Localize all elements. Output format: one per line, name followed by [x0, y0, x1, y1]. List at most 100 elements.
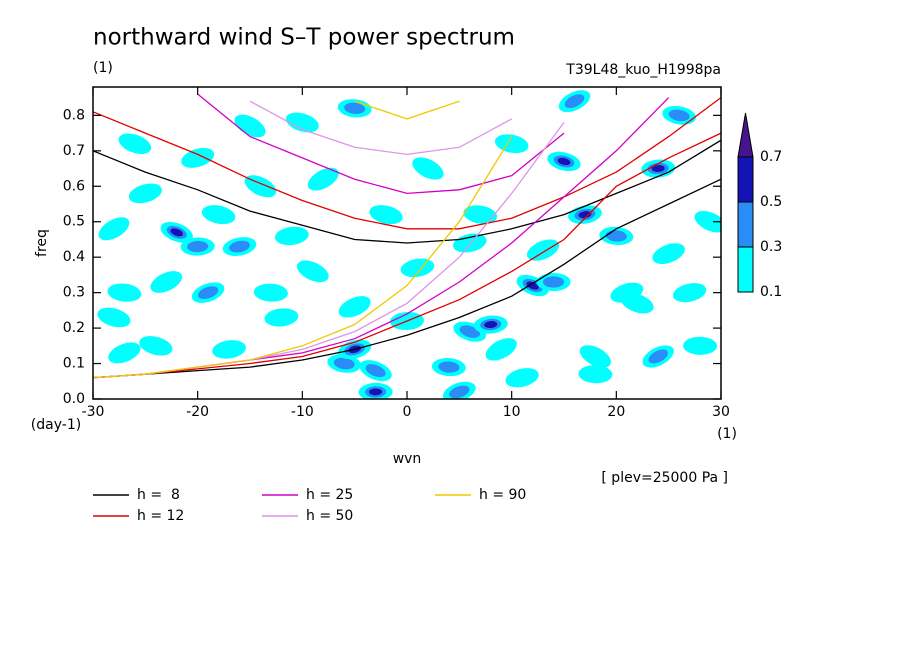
contour-patch: [369, 388, 383, 396]
contour-patch: [449, 385, 470, 399]
contour-patch: [338, 296, 371, 318]
colorbar-label: 0.1: [760, 284, 782, 300]
legend-label: h = 90: [479, 487, 526, 503]
y-tick-label: 0.2: [63, 320, 85, 336]
subtitle-left: (1): [93, 60, 113, 76]
contour-patch: [296, 260, 329, 283]
contour-patch: [484, 321, 498, 329]
contour-patch: [128, 183, 162, 204]
x-tick-label: 30: [712, 404, 730, 420]
contour-patch: [150, 271, 183, 293]
colorbar-segment: [737, 156, 754, 203]
contour-patch: [578, 211, 592, 219]
contour-patch: [694, 210, 721, 233]
contour-patch: [234, 114, 266, 138]
contour-patch: [264, 308, 299, 327]
y-tick-label: 0.6: [63, 178, 85, 194]
dispersion-curve: [93, 178, 721, 379]
contour-patch: [201, 205, 236, 225]
subtitle-right: T39L48_kuo_H1998pa: [565, 62, 721, 78]
y-tick-label: 0.0: [63, 391, 85, 407]
contour-patch: [505, 368, 539, 388]
dispersion-curve: [354, 100, 460, 120]
contour-patch: [108, 342, 141, 364]
contour-patch: [527, 239, 560, 261]
contour-patch: [463, 205, 498, 224]
contour-patch: [651, 165, 665, 173]
contour-patch: [494, 134, 529, 154]
contour-patch: [578, 365, 613, 384]
legend-label: h = 25: [306, 487, 353, 503]
dispersion-curve: [197, 93, 565, 195]
y-tick-label: 0.5: [63, 214, 85, 230]
contour-patch: [307, 167, 339, 191]
y-axis-label: freq: [34, 229, 50, 257]
x-tick-label: -10: [291, 404, 314, 420]
contour-patch: [672, 283, 707, 303]
dispersion-curve: [93, 97, 721, 230]
contour-patch: [579, 345, 611, 368]
colorbar-label: 0.5: [760, 194, 782, 210]
contour-patch: [369, 205, 403, 225]
contour-patch: [344, 102, 366, 114]
y-tick-label: 0.8: [63, 107, 85, 123]
contour-patch: [198, 286, 219, 299]
contour-patch: [485, 338, 517, 361]
contour-patch: [438, 361, 460, 373]
colorbar-label: 0.3: [760, 239, 782, 255]
y-axis-unit: (day-1): [31, 417, 81, 433]
contour-patch: [181, 147, 215, 168]
contour-patch: [683, 336, 718, 355]
dispersion-curve: [93, 136, 513, 379]
contour-patch: [187, 240, 209, 253]
x-tick-label: -20: [186, 404, 209, 420]
colorbar-segment: [737, 201, 754, 248]
y-tick-label: 0.3: [63, 285, 85, 301]
legend-label: h = 12: [137, 508, 184, 524]
x-tick-label: 20: [607, 404, 625, 420]
contour-patch: [212, 340, 246, 359]
contour-patch: [526, 281, 539, 290]
contour-patch: [620, 293, 654, 314]
contour-patch: [107, 283, 142, 302]
dispersion-curves: [93, 93, 721, 379]
colorbar-extension: [737, 112, 754, 158]
contour-patch: [229, 240, 250, 253]
x-tick-label: 0: [403, 404, 412, 420]
contour-patch: [285, 112, 319, 133]
x-tick-label: -30: [82, 404, 105, 420]
contour-patch: [139, 336, 173, 356]
contour-patch: [652, 243, 685, 265]
dispersion-curve: [249, 100, 513, 156]
contour-patch: [453, 233, 487, 253]
contour-patch: [365, 364, 386, 378]
contour-patch: [98, 217, 130, 241]
contour-patch: [668, 109, 690, 122]
y-tick-label: 0.4: [63, 249, 85, 265]
x-tick-label: 10: [503, 404, 521, 420]
contour-patch: [412, 157, 444, 180]
contour-patch: [333, 357, 355, 370]
colorbar-segment: [737, 246, 754, 293]
contour-patch: [253, 283, 288, 302]
x-axis-unit: (1): [717, 426, 737, 442]
contour-patch: [274, 226, 309, 246]
contour-fill: [97, 90, 721, 399]
y-tick-label: 0.1: [63, 356, 85, 372]
contour-patch: [97, 307, 131, 328]
dispersion-curve: [93, 132, 721, 379]
contour-patch: [648, 349, 668, 364]
contour-patch: [564, 94, 585, 109]
y-tick-label: 0.7: [63, 143, 85, 159]
annotation: [ plev=25000 Pa ]: [601, 470, 728, 486]
legend-label: h = 50: [306, 508, 353, 524]
legend-label: h = 8: [137, 487, 180, 503]
chart-title: northward wind S–T power spectrum: [93, 25, 515, 51]
x-axis-label: wvn: [393, 451, 422, 467]
contour-patch: [557, 157, 571, 166]
contour-patch: [118, 133, 152, 154]
dispersion-curve: [93, 139, 721, 244]
contour-patch: [542, 276, 565, 288]
